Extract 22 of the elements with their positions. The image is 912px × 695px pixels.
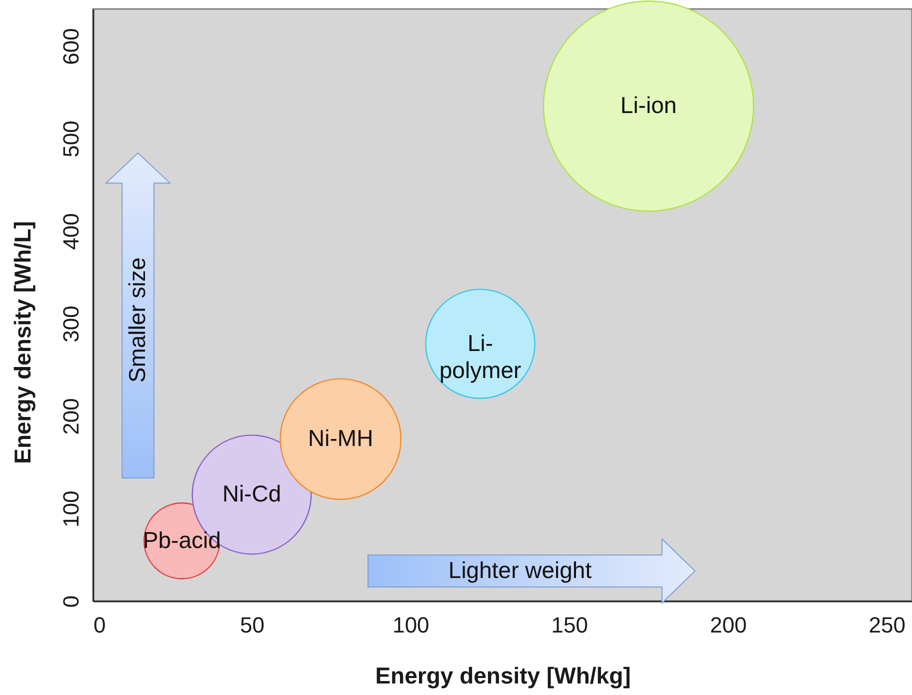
y-tick-label: 0: [58, 595, 84, 608]
y-tick-label: 600: [58, 28, 84, 65]
y-tick-label: 300: [58, 306, 84, 342]
y-tick-label: 100: [58, 490, 84, 528]
y-tick-label: 400: [58, 213, 84, 250]
y-tick-label: 500: [58, 120, 84, 158]
x-tick-label: 150: [551, 612, 588, 638]
x-tick-label: 50: [240, 612, 264, 638]
annotation: Smaller size: [124, 257, 150, 383]
series-label: Ni-MH: [308, 425, 374, 452]
series-label: Li-ion: [620, 92, 677, 118]
y-axis-title: Energy density [Wh/L]: [10, 221, 36, 464]
x-tick-label: 0: [94, 612, 106, 638]
annotation: Lighter weight: [448, 557, 592, 583]
series-label: Pb-acid: [142, 526, 221, 553]
series-label: Ni-Cd: [222, 480, 282, 507]
x-axis-title: Energy density [Wh/kg]: [375, 662, 631, 688]
series-label: Li-polymer: [439, 330, 522, 383]
y-tick-label: 200: [58, 398, 84, 435]
x-tick-label: 200: [710, 612, 747, 638]
x-tick-label: 100: [392, 612, 430, 638]
x-tick-label: 250: [868, 612, 906, 638]
